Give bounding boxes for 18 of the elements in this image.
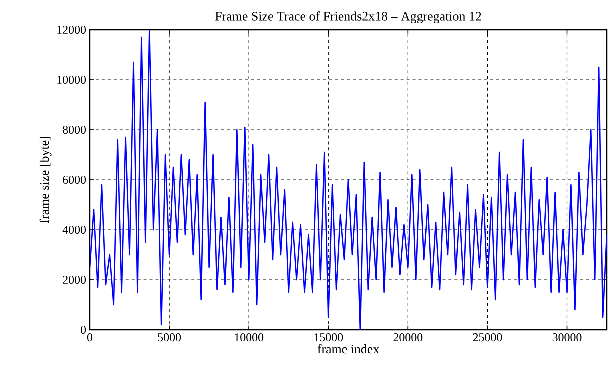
x-tick-label: 25000 xyxy=(473,334,502,342)
y-tick-label: 0 xyxy=(80,326,86,334)
x-tick-label: 5000 xyxy=(158,334,182,342)
x-tick-label: 10000 xyxy=(235,334,264,342)
x-axis-title: frame index xyxy=(318,344,380,354)
y-axis-title: frame size [byte] xyxy=(40,137,52,224)
y-tick-label: 8000 xyxy=(63,126,86,134)
x-tick-label: 20000 xyxy=(394,334,423,342)
x-tick-label: 30000 xyxy=(552,334,582,342)
y-tick-label: 10000 xyxy=(58,76,86,84)
chart-title: Frame Size Trace of Friends2x18 – Aggregation 12 xyxy=(215,12,482,24)
x-tick-label: 0 xyxy=(87,334,93,342)
x-tick-label: 15000 xyxy=(314,334,344,342)
y-tick-label: 6000 xyxy=(63,176,86,184)
y-tick-label: 12000 xyxy=(58,26,86,34)
line-series xyxy=(90,30,608,330)
y-tick-label: 4000 xyxy=(62,226,86,234)
y-tick-label: 2000 xyxy=(63,276,86,284)
